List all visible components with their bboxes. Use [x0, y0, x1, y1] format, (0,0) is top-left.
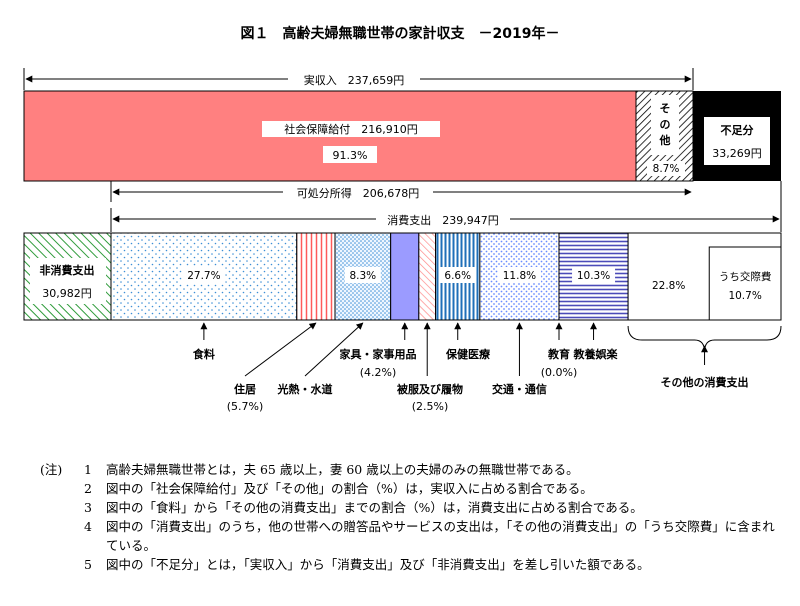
disposable-label-bg: [283, 184, 433, 200]
note-num: 1: [84, 462, 92, 477]
note-num: 3: [84, 500, 92, 515]
food-label: 食料: [193, 347, 215, 361]
note-text: 図中の「社会保障給付」及び「その他」の割合（%）は，実収入に占める割合である。: [106, 481, 593, 496]
other-consumption-label: その他の消費支出: [661, 375, 749, 389]
consumption-bar-segment-1: [296, 232, 336, 321]
note-row: 4 図中の「消費支出」のうち，他の世帯への贈答品やサービスの支出は，「その他の消…: [40, 517, 785, 555]
pct-bg: [344, 267, 381, 283]
income-label-bg: [288, 71, 420, 87]
education-label: 教育: [547, 347, 570, 361]
other-income-label-1: そ: [660, 102, 671, 115]
consumption-labels: うち交際費 10.7% 27.7% 8.3% 6.6% 11.8% 10.3% 22.8%: [182, 267, 771, 302]
other-income-label-3: 他: [659, 133, 671, 147]
consumption-segments: [110, 232, 782, 321]
non-consumption-label: 非消費支出: [40, 263, 95, 277]
clothing-pct: (2.5%): [412, 400, 449, 413]
recreation-label: 教養娯楽: [573, 347, 619, 361]
sub-entertainment-label: うち交際費: [719, 270, 772, 283]
pct-label-2: 8.3%: [349, 270, 376, 282]
pct-label-0: 27.7%: [187, 270, 220, 282]
note-text: 図中の「消費支出」のうち，他の世帯への贈答品やサービスの支出は，「その他の消費支…: [106, 519, 775, 553]
pct-label-5: 6.6%: [444, 270, 471, 282]
consumption-label-bg: [376, 211, 510, 227]
deficit-label-bg: [704, 117, 770, 165]
education-pct: (0.0%): [541, 366, 578, 379]
social-security-label-bg: [262, 121, 440, 137]
note-text: 高齢夫婦無職世帯とは，夫 65 歳以上，妻 60 歳以上の夫婦のみの無職世帯であ…: [106, 462, 579, 477]
utilities-label: 光熱・水道: [277, 382, 333, 396]
notes: (注) 1 高齢夫婦無職世帯とは，夫 65 歳以上，妻 60 歳以上の夫婦のみの…: [40, 460, 785, 574]
medical-label: 保健医療: [445, 347, 491, 361]
pct-bg: [439, 267, 476, 283]
chart-title: 図１ 高齢夫婦無職世帯の家計収支 －2019年－: [241, 25, 560, 42]
pct-bg: [182, 267, 226, 283]
social-security-pct: 91.3%: [333, 149, 368, 162]
pct-label-other-consumption: 22.8%: [652, 280, 685, 292]
note-row: 2 図中の「社会保障給付」及び「その他」の割合（%）は，実収入に占める割合である…: [40, 479, 785, 498]
consumption-label: 消費支出 239,947円: [387, 213, 499, 227]
consumption-bar-segment-4: [418, 232, 437, 321]
social-security-label: 社会保障給付 216,910円: [284, 122, 418, 136]
non-consumption-value: 30,982円: [42, 287, 92, 300]
other-income-pct-bg: [647, 161, 685, 176]
pct-bg: [497, 267, 541, 283]
note-num: 4: [84, 519, 92, 534]
furniture-label: 家具・家事用品: [340, 347, 417, 361]
disposable-label: 可処分所得 206,678円: [297, 187, 420, 200]
note-row: 3 図中の「食料」から「その他の消費支出」までの割合（%）は，消費支出に占める割…: [40, 498, 785, 517]
pct-label-8: 10.3%: [577, 270, 610, 282]
pct-label-6: 11.8%: [503, 270, 536, 282]
other-income-pct: 8.7%: [653, 163, 680, 175]
sub-entertainment-pct: 10.7%: [728, 290, 761, 302]
deficit-label: 不足分: [721, 123, 754, 137]
clothing-label: 被服及び履物: [397, 382, 463, 396]
note-row: (注) 1 高齢夫婦無職世帯とは，夫 65 歳以上，妻 60 歳以上の夫婦のみの…: [40, 460, 785, 479]
furniture-pct: (4.2%): [360, 366, 397, 379]
consumption-bar-segment-3: [390, 232, 420, 321]
sub-entertainment-box: [708, 246, 782, 321]
other-income-label-bg: [651, 95, 679, 155]
housing-label: 住居: [234, 382, 256, 396]
household-budget-chart: 図１ 高齢夫婦無職世帯の家計収支 －2019年－ 実収入 237,659円 社会…: [23, 25, 782, 413]
note-num: 2: [84, 481, 92, 496]
note-num: 5: [84, 557, 92, 572]
note-text: 図中の「不足分」とは，「実収入」から「消費支出」及び「非消費支出」を差し引いた額…: [106, 557, 650, 572]
deficit-value: 33,269円: [712, 147, 762, 160]
pct-bg: [572, 267, 616, 283]
note-row: 5 図中の「不足分」とは，「実収入」から「消費支出」及び「非消費支出」を差し引い…: [40, 555, 785, 574]
non-consumption-label-bg: [30, 258, 106, 304]
housing-pct: (5.7%): [227, 400, 264, 413]
notes-head: (注): [40, 462, 63, 477]
housing-arrow: [244, 322, 317, 377]
transport-label: 交通・通信: [492, 382, 547, 396]
other-income-label-2: の: [660, 118, 671, 131]
utilities-arrow: [304, 322, 364, 377]
note-text: 図中の「食料」から「その他の消費支出」までの割合（%）は，消費支出に占める割合で…: [106, 500, 643, 515]
social-security-pct-bg: [323, 146, 377, 163]
income-total-label: 実収入 237,659円: [304, 73, 405, 87]
